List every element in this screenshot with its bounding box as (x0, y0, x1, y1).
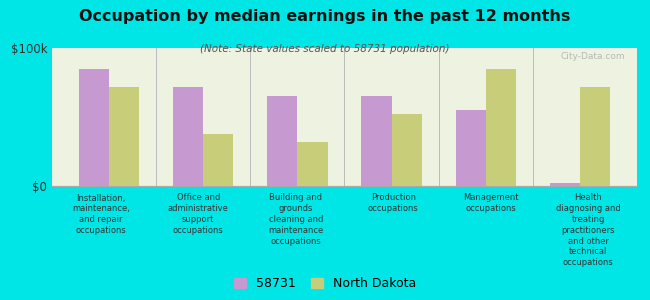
Bar (109, 87, 139, 186)
Legend: 58731, North Dakota: 58731, North Dakota (229, 273, 421, 294)
Bar (79, 69, 109, 186)
Text: Production
occupations: Production occupations (368, 194, 419, 213)
Text: Management
occupations: Management occupations (463, 194, 519, 213)
Bar (203, 134, 233, 186)
Text: Occupation by median earnings in the past 12 months: Occupation by median earnings in the pas… (79, 9, 571, 24)
Bar (486, 69, 516, 186)
Bar (392, 114, 422, 186)
Text: Health
diagnosing and
treating
practitioners
and other
technical
occupations: Health diagnosing and treating practitio… (556, 194, 621, 267)
Bar (550, 183, 580, 186)
Bar (173, 87, 203, 186)
Text: City-Data.com: City-Data.com (561, 52, 625, 61)
Bar (297, 142, 328, 186)
Text: Installation,
maintenance,
and repair
occupations: Installation, maintenance, and repair oc… (72, 194, 130, 235)
Text: Office and
administrative
support
occupations: Office and administrative support occupa… (168, 194, 229, 235)
Bar (267, 96, 297, 186)
Text: (Note: State values scaled to 58731 population): (Note: State values scaled to 58731 popu… (200, 44, 450, 53)
Bar (456, 110, 486, 186)
Bar (361, 96, 392, 186)
Bar (580, 87, 610, 186)
Text: Building and
grounds
cleaning and
maintenance
occupations: Building and grounds cleaning and mainte… (268, 194, 324, 245)
